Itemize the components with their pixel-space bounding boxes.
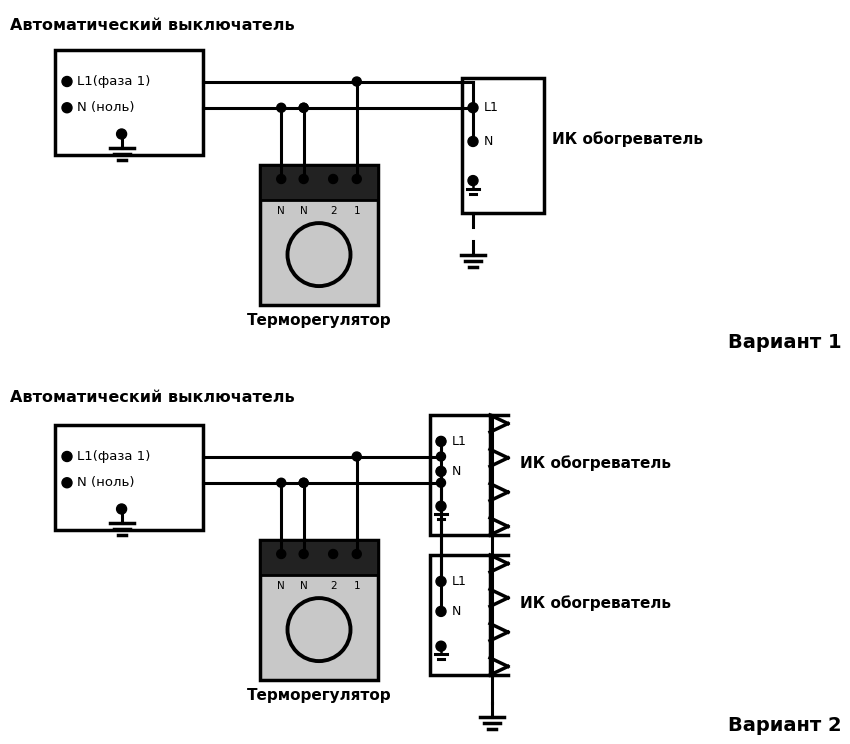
Text: L1: L1 bbox=[452, 575, 467, 588]
Circle shape bbox=[436, 501, 446, 511]
Text: Вариант 2: Вариант 2 bbox=[728, 716, 842, 735]
Circle shape bbox=[436, 606, 446, 616]
Text: Автоматический выключатель: Автоматический выключатель bbox=[10, 18, 295, 33]
Circle shape bbox=[436, 641, 446, 651]
Circle shape bbox=[352, 452, 361, 461]
Circle shape bbox=[299, 550, 309, 559]
Circle shape bbox=[62, 478, 72, 488]
Text: N (ноль): N (ноль) bbox=[77, 476, 134, 490]
Bar bbox=[260, 540, 378, 680]
Circle shape bbox=[352, 175, 361, 184]
Text: L1(фаза 1): L1(фаза 1) bbox=[77, 450, 150, 463]
Circle shape bbox=[468, 103, 478, 112]
Circle shape bbox=[437, 452, 445, 461]
Circle shape bbox=[329, 175, 337, 184]
Circle shape bbox=[116, 129, 127, 139]
Text: 2: 2 bbox=[330, 581, 337, 591]
Text: 2: 2 bbox=[330, 206, 337, 216]
Text: N: N bbox=[300, 206, 308, 216]
Text: L1: L1 bbox=[452, 435, 467, 448]
Text: N: N bbox=[300, 581, 308, 591]
Circle shape bbox=[468, 176, 478, 185]
Circle shape bbox=[277, 478, 286, 487]
Circle shape bbox=[437, 437, 445, 446]
Circle shape bbox=[277, 103, 286, 112]
Circle shape bbox=[277, 175, 286, 184]
Circle shape bbox=[436, 577, 446, 586]
Text: L1: L1 bbox=[484, 101, 499, 114]
Text: Автоматический выключатель: Автоматический выключатель bbox=[10, 390, 295, 405]
Text: 1: 1 bbox=[354, 206, 360, 216]
Circle shape bbox=[436, 466, 446, 476]
Text: N: N bbox=[452, 605, 462, 618]
Circle shape bbox=[329, 550, 337, 559]
Circle shape bbox=[62, 77, 72, 86]
Circle shape bbox=[62, 452, 72, 461]
Text: Терморегулятор: Терморегулятор bbox=[246, 688, 391, 703]
Circle shape bbox=[299, 103, 309, 112]
Circle shape bbox=[287, 223, 350, 286]
Bar bbox=[462, 78, 544, 213]
Text: ИК обогреватель: ИК обогреватель bbox=[520, 455, 671, 471]
Text: Вариант 1: Вариант 1 bbox=[728, 333, 842, 352]
Circle shape bbox=[437, 467, 445, 476]
Circle shape bbox=[437, 478, 445, 487]
Bar bbox=[55, 425, 203, 530]
Text: N (ноль): N (ноль) bbox=[77, 101, 134, 115]
Text: ИК обогреватель: ИК обогреватель bbox=[552, 131, 703, 147]
Bar bbox=[260, 165, 378, 200]
Circle shape bbox=[299, 478, 309, 487]
Circle shape bbox=[468, 136, 478, 147]
Circle shape bbox=[62, 103, 72, 113]
Bar bbox=[430, 415, 490, 535]
Circle shape bbox=[277, 550, 286, 559]
Text: N: N bbox=[277, 581, 285, 591]
Text: N: N bbox=[452, 465, 462, 478]
Circle shape bbox=[352, 77, 361, 86]
Bar bbox=[260, 165, 378, 305]
Text: ИК обогреватель: ИК обогреватель bbox=[520, 595, 671, 611]
Text: N: N bbox=[277, 206, 285, 216]
Text: N: N bbox=[484, 135, 493, 148]
Circle shape bbox=[352, 550, 361, 559]
Text: L1(фаза 1): L1(фаза 1) bbox=[77, 75, 150, 88]
Circle shape bbox=[116, 504, 127, 514]
Circle shape bbox=[436, 437, 446, 446]
Bar bbox=[55, 50, 203, 155]
Circle shape bbox=[287, 598, 350, 661]
Text: Терморегулятор: Терморегулятор bbox=[246, 313, 391, 328]
Circle shape bbox=[299, 103, 309, 112]
Circle shape bbox=[299, 478, 309, 487]
Circle shape bbox=[299, 175, 309, 184]
Bar bbox=[430, 555, 490, 675]
Text: 1: 1 bbox=[354, 581, 360, 591]
Bar bbox=[260, 540, 378, 575]
